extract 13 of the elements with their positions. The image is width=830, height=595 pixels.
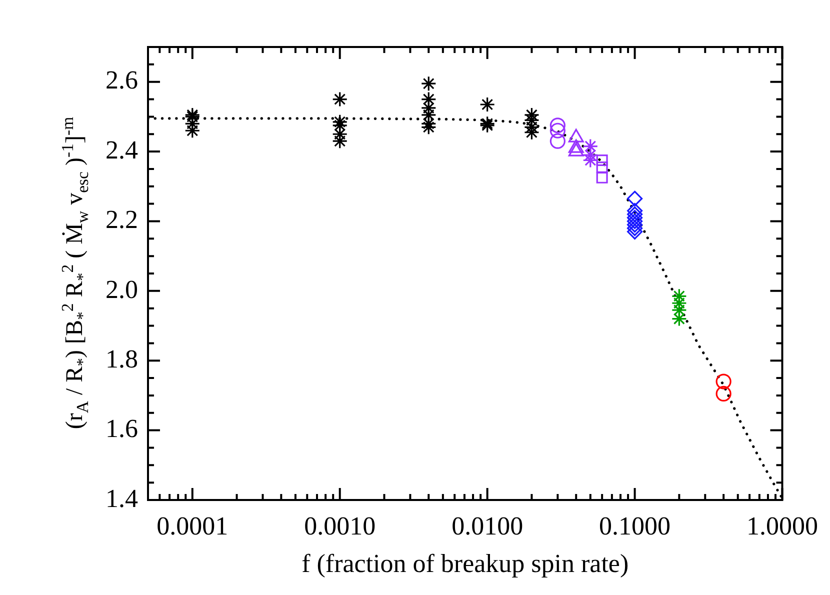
- y-tick-label: 2.6: [106, 66, 138, 95]
- y-tick-label: 1.8: [106, 344, 138, 374]
- x-tick-label: 0.0010: [304, 511, 376, 540]
- y-tick-label: 1.6: [106, 414, 138, 444]
- x-tick-label: 0.1000: [599, 511, 671, 540]
- x-axis-title: f (fraction of breakup spin rate): [302, 549, 629, 578]
- y-tick-label: 1.4: [106, 484, 138, 513]
- y-tick-label: 2.4: [106, 135, 138, 164]
- x-tick-label: 1.0000: [746, 511, 818, 540]
- y-tick-label: 2.2: [106, 205, 138, 234]
- y-tick-label: 2.0: [106, 274, 138, 304]
- x-tick-label: 0.0100: [452, 511, 524, 540]
- x-tick-label: 0.0001: [156, 511, 228, 540]
